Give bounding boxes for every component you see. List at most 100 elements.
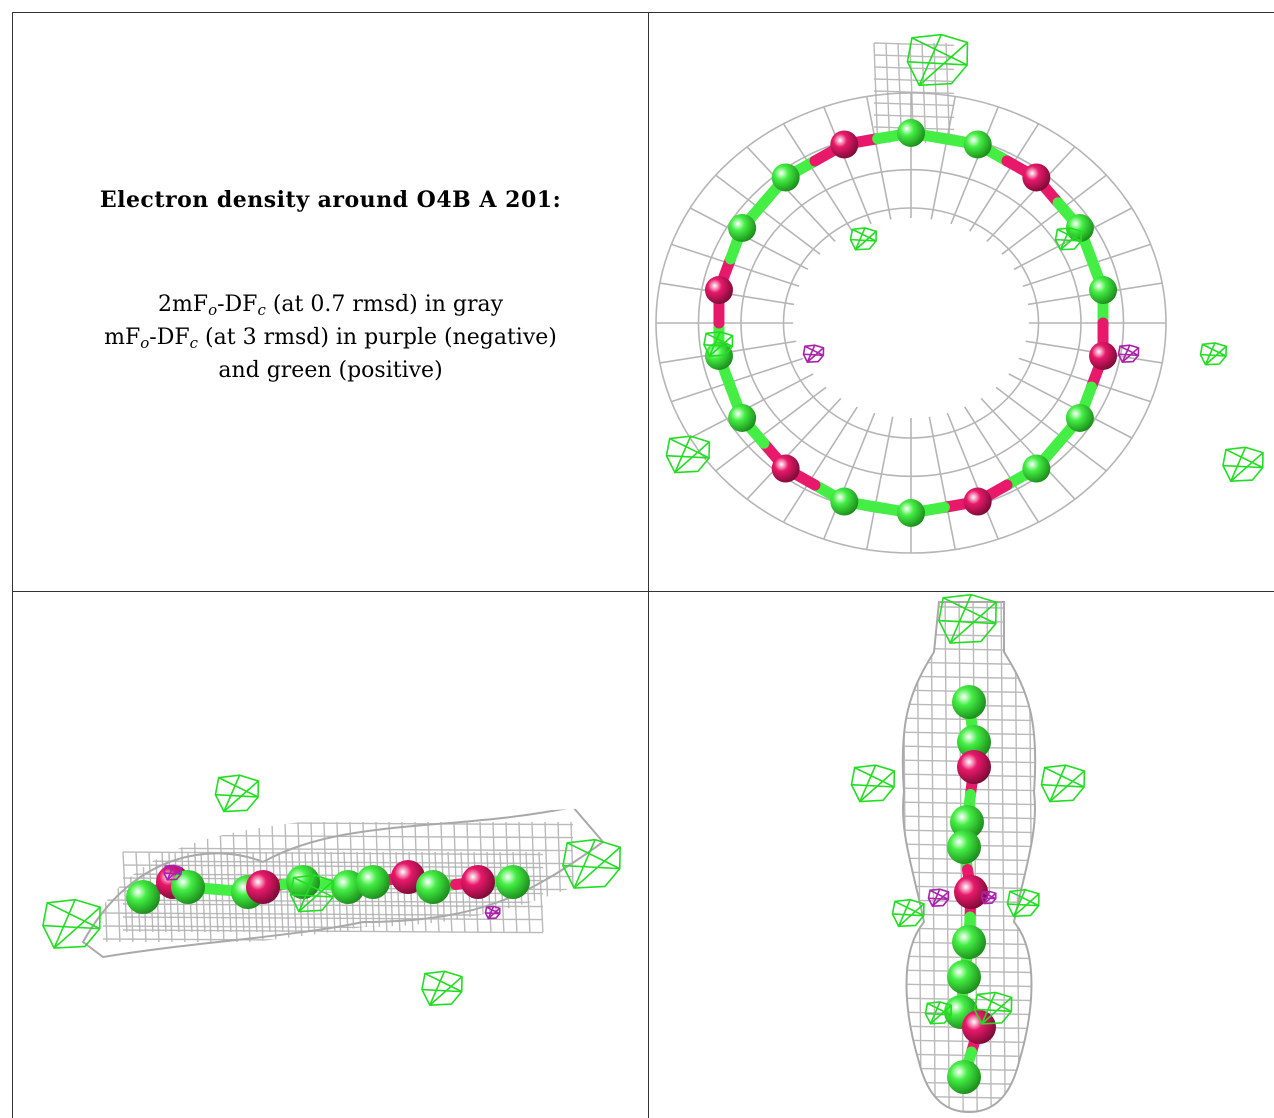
positive-density-mid-right-edge	[1012, 889, 1026, 917]
positive-density-lower-right-edge	[981, 992, 997, 1025]
positive-density-left-edge	[42, 924, 100, 930]
positive-density-right-edge	[1041, 783, 1085, 788]
density-mesh-grid-line	[902, 633, 1036, 638]
positive-density-top	[214, 774, 260, 813]
negative-density-left-edge	[929, 889, 949, 901]
positive-density-left-edge	[53, 899, 76, 949]
positive-density-top-edge	[223, 780, 259, 813]
positive-density-right-edge	[566, 842, 621, 870]
positive-density-inner-left-edge	[854, 227, 866, 251]
negative-density-right	[980, 890, 997, 905]
carbon-atom	[897, 119, 925, 147]
positive-density-left	[850, 764, 896, 803]
positive-density-bottom-outline	[421, 970, 463, 1007]
positive-density-lower-left-edge	[927, 1002, 952, 1016]
grid-divider-horizontal	[12, 591, 1274, 592]
negative-density-right-outline	[980, 890, 997, 905]
carbon-atom	[947, 960, 981, 994]
positive-density-right-edge	[1200, 353, 1227, 357]
positive-density-lower-left-edge	[925, 1012, 952, 1016]
caption-description: 2mFo-DFc (at 0.7 rmsd) in gray mFo-DFc (…	[13, 288, 648, 387]
positive-density-left-outline	[42, 898, 101, 949]
positive-density-left-edge	[46, 902, 101, 930]
positive-density-top-outline	[906, 33, 969, 87]
carbon-atom	[830, 487, 859, 516]
view-top-right	[649, 13, 1274, 591]
density-mesh-stem-line	[873, 66, 955, 71]
positive-density-inner-left-outline	[849, 227, 878, 251]
positive-density-center-outline	[289, 874, 335, 913]
positive-density-far-right	[1222, 446, 1264, 483]
negative-density-left-edge	[806, 347, 825, 363]
positive-density-bottom-edge	[421, 988, 462, 993]
positive-density-left-edge	[705, 332, 733, 348]
carbon-atom	[950, 805, 984, 839]
density-mesh-grid-line	[902, 647, 1036, 652]
negative-density-right	[484, 905, 501, 920]
oxygen-atom	[957, 750, 991, 784]
density-mesh-stem-line	[873, 114, 955, 119]
negative-density-left-outline	[802, 344, 825, 363]
positive-density-far-left-edge	[666, 454, 710, 459]
positive-density-lower-right-edge	[974, 1008, 1012, 1013]
carbon-atom	[171, 870, 205, 904]
positive-density-right	[1199, 342, 1228, 366]
density-mesh-inner-line	[122, 903, 544, 908]
carbon-atom	[126, 880, 160, 914]
carbon-atom	[947, 830, 981, 864]
positive-density-top-edge	[223, 774, 241, 812]
positive-density-lower-left-edge	[929, 1004, 952, 1025]
positive-density-inner-right-outline	[1054, 227, 1083, 251]
positive-density-mid-left-edge	[892, 913, 924, 917]
carbon-atom	[1022, 454, 1051, 483]
oxygen-atom	[963, 487, 992, 516]
negative-density-right	[1117, 344, 1140, 363]
positive-density-right-edge	[562, 864, 620, 870]
density-mesh-grid-line	[902, 605, 1036, 610]
density-mesh-band-line	[219, 821, 225, 943]
carbon-atom	[897, 499, 925, 527]
density-mesh-grid-line	[1000, 602, 1006, 1112]
density-outline	[81, 805, 605, 959]
negative-density-right-edge	[981, 897, 996, 900]
density-mesh-grid-line	[902, 661, 1036, 666]
carbon-atom	[963, 130, 992, 159]
oxygen-atom	[1089, 341, 1118, 370]
positive-density-left-outline	[703, 331, 734, 357]
positive-density-top	[938, 593, 997, 644]
positive-density-right-outline	[1199, 342, 1228, 366]
oxygen-atom	[246, 870, 280, 904]
view-bottom-left	[13, 592, 648, 1118]
density-mesh-stem-line	[873, 78, 955, 83]
positive-density-mid-left	[891, 898, 925, 928]
negative-density-right-outline	[1117, 344, 1140, 363]
negative-density-left-edge	[931, 888, 941, 907]
positive-density-lower-left-edge	[929, 1001, 941, 1025]
line1-prefix: 2mF	[157, 292, 209, 317]
positive-density-top-edge	[942, 597, 997, 625]
density-mesh-stem-line	[873, 90, 955, 95]
positive-density-top-edge	[949, 601, 997, 644]
carbon-atom	[728, 214, 757, 242]
positive-density-mid-right-edge	[1009, 890, 1040, 907]
carbon-atom	[1089, 276, 1118, 305]
positive-density-left-edge	[859, 770, 895, 803]
positive-density-right-edge	[1049, 770, 1085, 803]
positive-density-lower-right	[973, 991, 1013, 1025]
negative-density-right-edge	[1119, 345, 1139, 357]
line1-suffix: (at 0.7 rmsd) in gray	[265, 292, 504, 317]
positive-density-right-edge	[1044, 766, 1085, 788]
caption-line-colors: and green (positive)	[218, 358, 443, 383]
positive-density-top-edge	[918, 41, 969, 86]
positive-density-inner-right-edge	[1059, 227, 1071, 251]
line2-sub-c: c	[189, 334, 199, 352]
carbon-atom	[1065, 404, 1094, 432]
positive-density-left-edge	[708, 331, 721, 357]
oxygen-atom	[954, 875, 988, 909]
positive-density-inner-left-edge	[854, 230, 877, 251]
carbon-atom	[952, 925, 986, 959]
negative-density-right-edge	[486, 906, 501, 915]
density-mesh-band-line	[102, 860, 574, 865]
negative-density-right-edge	[983, 892, 997, 905]
positive-density-mid-left-edge	[898, 903, 925, 927]
